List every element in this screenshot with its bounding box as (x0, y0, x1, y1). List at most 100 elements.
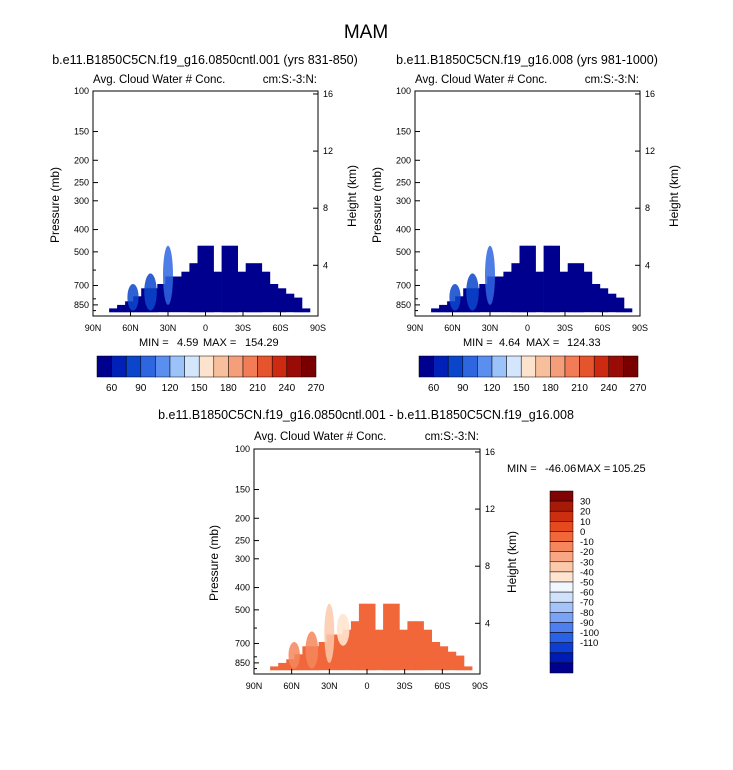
field-cell (391, 603, 400, 671)
field-cell (527, 245, 536, 313)
x-tick-label: 30S (397, 681, 413, 691)
panel-cntl-title: b.e11.B1850C5CN.f19_g16.0850cntl.001 (yr… (52, 53, 358, 67)
field-feature (324, 603, 335, 663)
panel-diff-stats-min: -46.06 (545, 463, 576, 475)
field-cell (599, 288, 609, 313)
colorbar-tick-label: 120 (484, 383, 501, 394)
y-tick-label: 200 (235, 513, 250, 523)
colorbar-tick-label: 270 (630, 383, 647, 394)
x-tick-label: 0 (203, 323, 208, 333)
field-cell (431, 308, 440, 313)
y-tick-label: 150 (74, 127, 89, 137)
panel-diff-title: b.e11.B1850C5CN.f19_g16.0850cntl.001 - b… (158, 408, 574, 422)
panel-exp-stats-min-label: MIN = (463, 337, 493, 349)
colorbar-exp: 60 90 120 150 180 210 240 270 (418, 355, 647, 394)
panel-cntl-ylabel: Pressure (mb) (48, 167, 62, 243)
colorbar-tick-label: 210 (249, 383, 266, 394)
colorbar-swatch (549, 622, 574, 633)
field-cell (559, 271, 568, 313)
field-cell (342, 629, 352, 671)
panel-diff-ylabel-right: Height (km) (505, 531, 519, 593)
field-cell (511, 263, 520, 313)
colorbar-tick-label: -70 (580, 598, 594, 609)
y-right-tick-label: 8 (485, 561, 490, 571)
field-cell (503, 271, 512, 313)
x-tick-label: 30N (160, 323, 177, 333)
field-cell (245, 263, 255, 313)
y-tick-label: 850 (235, 658, 250, 668)
x-tick-label: 30N (321, 681, 338, 691)
field-cell (237, 271, 246, 313)
colorbar-swatch (198, 355, 215, 378)
field-feature (144, 273, 157, 311)
x-tick-label: 90S (632, 323, 648, 333)
panel-diff-units-label: cm:S:-3:N: (425, 431, 479, 443)
colorbar-swatch (213, 355, 229, 378)
x-tick-label: 60S (434, 681, 450, 691)
field-cell (213, 271, 222, 313)
panel-cntl-plot: 100 150 200 250 300 400 500 700 850 16 12 8 4 90N 60N 3… (74, 86, 333, 333)
y-tick-label: 300 (74, 196, 89, 206)
colorbar-swatch (271, 355, 288, 378)
field-feature (127, 284, 139, 311)
field-cell (181, 271, 190, 313)
x-tick-label: 60N (122, 323, 139, 333)
colorbar-swatch (549, 652, 574, 664)
colorbar-cntl: 60 90 120 150 180 210 240 270 (96, 355, 325, 394)
colorbar-tick-label: 90 (135, 383, 147, 394)
x-tick-label: 0 (525, 323, 530, 333)
panel-exp-left-label: Avg. Cloud Water # Conc. (415, 74, 547, 86)
y-tick-label: 200 (74, 155, 89, 165)
field-cell (350, 621, 360, 671)
y-right-tick-label: 4 (645, 260, 650, 270)
panel-exp-ylabel: Pressure (mb) (370, 167, 384, 243)
field-feature (449, 284, 461, 311)
colorbar-swatch (549, 531, 574, 542)
colorbar-tick-label: 210 (571, 383, 588, 394)
field-cell (407, 621, 416, 671)
colorbar-swatch (549, 591, 574, 603)
y-right-tick-label: 8 (323, 203, 328, 213)
field-cell (591, 284, 601, 313)
x-tick-label: 90S (472, 681, 488, 691)
field-cell (277, 288, 287, 313)
colorbar-swatch (286, 355, 302, 378)
y-tick-label: 500 (74, 247, 89, 257)
x-tick-label: 90N (85, 323, 102, 333)
field-cell (399, 629, 408, 671)
field-feature (336, 613, 350, 646)
y-right-tick-label: 16 (485, 447, 495, 457)
x-tick-label: 0 (364, 681, 369, 691)
panel-exp: b.e11.B1850C5CN.f19_g16.008 (yrs 981-100… (370, 53, 681, 394)
y-tick-label: 100 (235, 444, 250, 454)
colorbar-swatch (579, 355, 595, 378)
field-cell (543, 245, 552, 313)
panel-exp-stats-max-label: MAX = (526, 337, 559, 349)
colorbar-swatch (462, 355, 478, 378)
colorbar-swatch (96, 355, 112, 378)
colorbar-tick-label: 120 (162, 383, 179, 394)
x-tick-label: 90N (407, 323, 424, 333)
field-cell (293, 297, 303, 313)
panel-diff: b.e11.B1850C5CN.f19_g16.0850cntl.001 - b… (158, 408, 646, 691)
colorbar-swatch (506, 355, 522, 378)
field-cell (607, 293, 617, 313)
y-tick-label: 300 (235, 554, 250, 564)
x-tick-label: 30S (235, 323, 251, 333)
y-right-tick-label: 12 (485, 504, 495, 514)
y-tick-label: 250 (235, 536, 250, 546)
field-cell (205, 245, 214, 313)
y-tick-label: 700 (74, 280, 89, 290)
panel-exp-stats-max: 124.33 (567, 337, 601, 349)
colorbar-swatch (111, 355, 127, 378)
x-tick-label: 60N (283, 681, 300, 691)
colorbar-swatch (549, 601, 574, 613)
colorbar-swatch (447, 355, 464, 378)
colorbar-swatch (301, 355, 317, 378)
panel-exp-plot: 100 150 200 250 300 400 500 700 850 16 12 8 4 90N 60N 3… (396, 86, 655, 333)
colorbar-swatch (491, 355, 507, 378)
colorbar-tick-label: 20 (580, 507, 591, 518)
colorbar-tick-label: 270 (308, 383, 325, 394)
y-tick-label: 850 (396, 300, 411, 310)
